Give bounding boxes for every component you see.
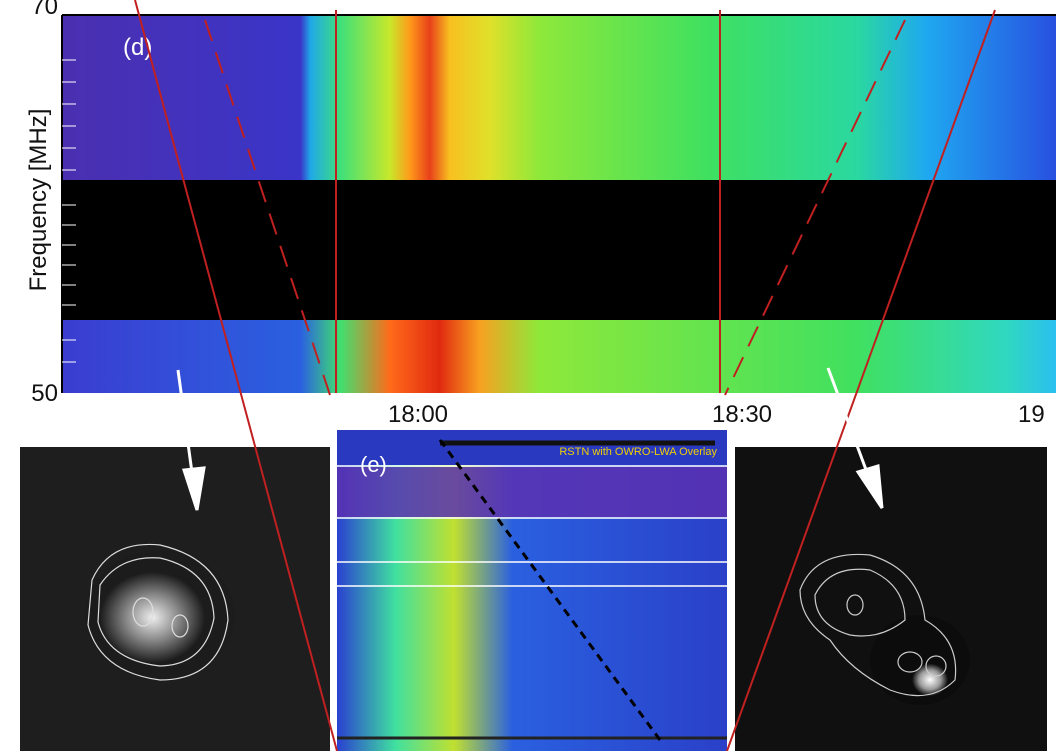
source xyxy=(85,550,235,680)
data-gap xyxy=(62,180,1056,320)
panel-title: RSTN with OWRO-LWA Overlay xyxy=(559,446,717,458)
y-tick-label: 70 xyxy=(31,0,58,20)
y-tick-label: 50 xyxy=(31,380,58,407)
x-tick-label: 19 xyxy=(1018,401,1045,428)
spectrogram-e-band xyxy=(337,467,727,517)
x-tick-label: 18:30 xyxy=(712,401,772,428)
figure: (d) 70 50 Frequency [MHz] 18:00 18:30 19… xyxy=(0,0,1056,751)
x-tick-label: 18:00 xyxy=(388,401,448,428)
y-axis-label: Frequency [MHz] xyxy=(25,109,52,292)
page: (d) 70 50 Frequency [MHz] 18:00 18:30 19… xyxy=(0,0,1056,751)
spectrogram-lower xyxy=(62,320,1056,393)
panel-label: (e) xyxy=(360,452,387,477)
